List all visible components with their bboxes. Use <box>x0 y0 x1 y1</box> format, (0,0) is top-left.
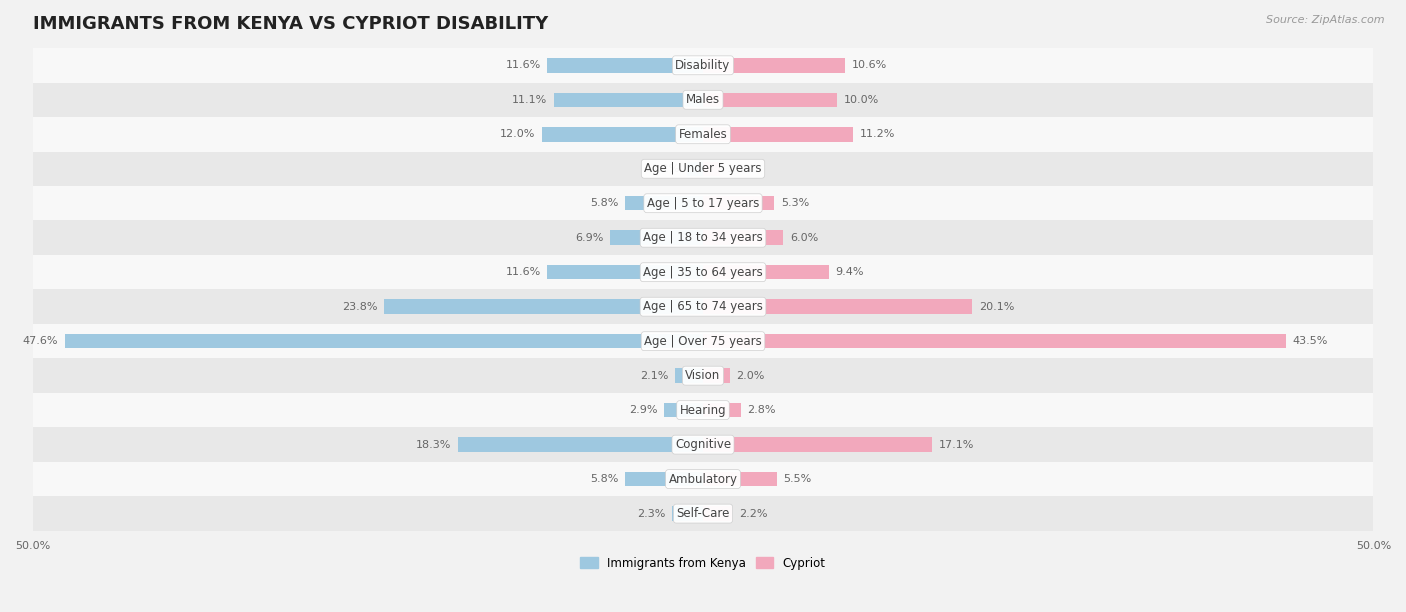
Text: 2.0%: 2.0% <box>737 371 765 381</box>
Text: IMMIGRANTS FROM KENYA VS CYPRIOT DISABILITY: IMMIGRANTS FROM KENYA VS CYPRIOT DISABIL… <box>32 15 548 33</box>
Text: 47.6%: 47.6% <box>22 336 58 346</box>
Bar <box>32 255 1374 289</box>
Text: 1.3%: 1.3% <box>727 164 755 174</box>
Bar <box>32 220 1374 255</box>
Text: 2.8%: 2.8% <box>747 405 776 415</box>
Text: 9.4%: 9.4% <box>835 267 865 277</box>
Text: Age | Over 75 years: Age | Over 75 years <box>644 335 762 348</box>
Bar <box>703 92 837 107</box>
Text: Vision: Vision <box>685 369 721 382</box>
Text: 5.5%: 5.5% <box>783 474 811 484</box>
Bar <box>664 403 703 417</box>
Text: 5.8%: 5.8% <box>591 198 619 208</box>
Text: 11.1%: 11.1% <box>512 95 547 105</box>
Bar <box>457 438 703 452</box>
Bar <box>32 359 1374 393</box>
Text: 11.6%: 11.6% <box>506 267 541 277</box>
Bar <box>703 58 845 73</box>
Bar <box>703 231 783 245</box>
Bar <box>32 289 1374 324</box>
Bar <box>703 368 730 383</box>
Bar <box>543 127 703 141</box>
Text: 5.3%: 5.3% <box>780 198 808 208</box>
Bar <box>672 506 703 521</box>
Bar <box>32 117 1374 152</box>
Bar <box>32 186 1374 220</box>
Bar <box>554 92 703 107</box>
Text: 23.8%: 23.8% <box>342 302 377 312</box>
Text: 20.1%: 20.1% <box>979 302 1015 312</box>
Text: Age | Under 5 years: Age | Under 5 years <box>644 162 762 175</box>
Bar <box>703 438 932 452</box>
Bar <box>32 152 1374 186</box>
Text: Age | 35 to 64 years: Age | 35 to 64 years <box>643 266 763 278</box>
Text: Age | 65 to 74 years: Age | 65 to 74 years <box>643 300 763 313</box>
Bar <box>703 334 1286 348</box>
Text: Disability: Disability <box>675 59 731 72</box>
Bar <box>703 506 733 521</box>
Text: 43.5%: 43.5% <box>1294 336 1329 346</box>
Bar <box>547 58 703 73</box>
Bar <box>703 472 776 487</box>
Bar <box>32 324 1374 359</box>
Bar <box>384 299 703 314</box>
Text: 10.0%: 10.0% <box>844 95 879 105</box>
Bar <box>675 368 703 383</box>
Bar <box>32 427 1374 462</box>
Text: 2.9%: 2.9% <box>628 405 658 415</box>
Text: 11.6%: 11.6% <box>506 61 541 70</box>
Bar <box>32 393 1374 427</box>
Text: Cognitive: Cognitive <box>675 438 731 451</box>
Text: 2.2%: 2.2% <box>740 509 768 518</box>
Text: 5.8%: 5.8% <box>591 474 619 484</box>
Text: 10.6%: 10.6% <box>852 61 887 70</box>
Bar <box>65 334 703 348</box>
Text: Females: Females <box>679 128 727 141</box>
Bar <box>703 196 775 211</box>
Bar <box>703 299 973 314</box>
Bar <box>32 83 1374 117</box>
Text: Age | 5 to 17 years: Age | 5 to 17 years <box>647 196 759 210</box>
Text: 2.3%: 2.3% <box>637 509 665 518</box>
Bar <box>626 196 703 211</box>
Legend: Immigrants from Kenya, Cypriot: Immigrants from Kenya, Cypriot <box>575 552 831 575</box>
Bar <box>610 231 703 245</box>
Bar <box>703 403 741 417</box>
Bar <box>626 472 703 487</box>
Bar <box>32 48 1374 83</box>
Text: Self-Care: Self-Care <box>676 507 730 520</box>
Text: Age | 18 to 34 years: Age | 18 to 34 years <box>643 231 763 244</box>
Bar <box>547 265 703 280</box>
Text: 6.9%: 6.9% <box>575 233 603 243</box>
Text: 1.2%: 1.2% <box>652 164 681 174</box>
Bar <box>703 265 830 280</box>
Text: 12.0%: 12.0% <box>501 129 536 140</box>
Bar <box>703 127 853 141</box>
Text: 18.3%: 18.3% <box>416 439 451 450</box>
Text: 6.0%: 6.0% <box>790 233 818 243</box>
Text: 17.1%: 17.1% <box>939 439 974 450</box>
Bar <box>703 162 720 176</box>
Text: Source: ZipAtlas.com: Source: ZipAtlas.com <box>1267 15 1385 25</box>
Text: Males: Males <box>686 93 720 106</box>
Bar <box>32 496 1374 531</box>
Bar <box>32 462 1374 496</box>
Text: Hearing: Hearing <box>679 404 727 417</box>
Text: 11.2%: 11.2% <box>860 129 896 140</box>
Bar <box>688 162 703 176</box>
Text: Ambulatory: Ambulatory <box>668 472 738 485</box>
Text: 2.1%: 2.1% <box>640 371 668 381</box>
